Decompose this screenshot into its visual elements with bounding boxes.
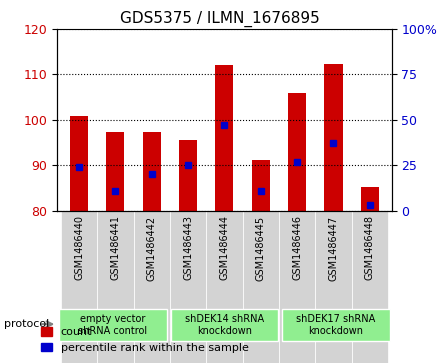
FancyBboxPatch shape — [282, 309, 390, 341]
Bar — [106, 132, 125, 211]
FancyBboxPatch shape — [170, 211, 206, 363]
Text: empty vector
shRNA control: empty vector shRNA control — [78, 314, 147, 336]
Bar — [215, 65, 234, 211]
Text: shDEK17 shRNA
knockdown: shDEK17 shRNA knockdown — [296, 314, 375, 336]
FancyBboxPatch shape — [59, 309, 167, 341]
Bar — [288, 93, 306, 211]
FancyBboxPatch shape — [352, 211, 388, 363]
Bar — [361, 187, 379, 211]
Bar — [179, 140, 197, 211]
Bar — [324, 64, 342, 211]
FancyBboxPatch shape — [279, 211, 315, 363]
Legend: count, percentile rank within the sample: count, percentile rank within the sample — [37, 323, 253, 358]
FancyBboxPatch shape — [171, 309, 278, 341]
FancyBboxPatch shape — [315, 211, 352, 363]
Text: protocol: protocol — [4, 319, 50, 329]
FancyBboxPatch shape — [206, 211, 242, 363]
FancyBboxPatch shape — [97, 211, 133, 363]
Text: GDS5375 / ILMN_1676895: GDS5375 / ILMN_1676895 — [120, 11, 320, 27]
Text: shDEK14 shRNA
knockdown: shDEK14 shRNA knockdown — [185, 314, 264, 336]
Bar — [252, 160, 270, 211]
FancyBboxPatch shape — [133, 211, 170, 363]
FancyBboxPatch shape — [61, 211, 97, 363]
Bar — [143, 132, 161, 211]
FancyBboxPatch shape — [242, 211, 279, 363]
Bar — [70, 116, 88, 211]
